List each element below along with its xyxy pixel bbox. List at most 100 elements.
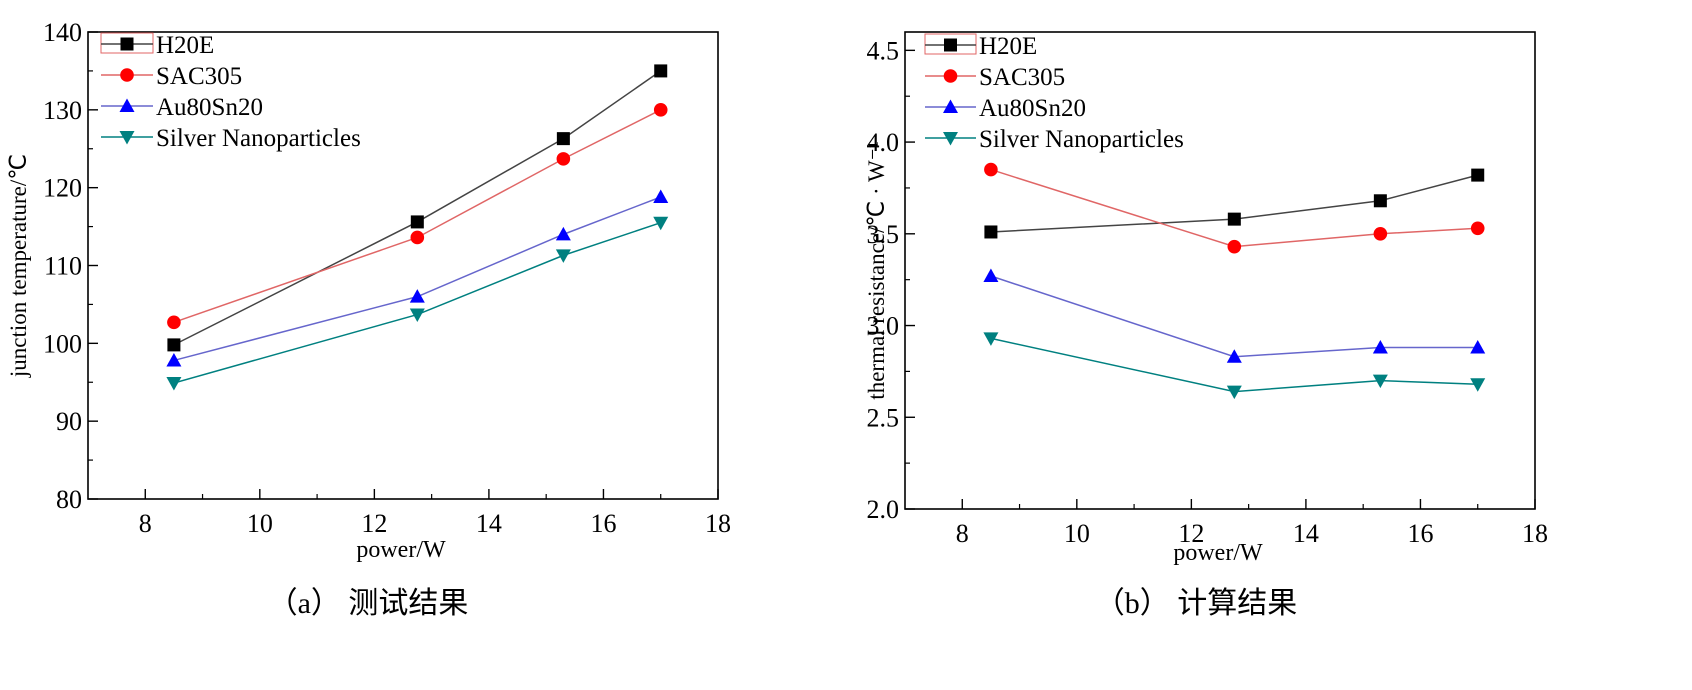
series-sac305 xyxy=(984,162,1485,254)
legend-frame xyxy=(924,33,977,55)
series-line xyxy=(173,221,661,384)
data-point xyxy=(1226,385,1242,400)
data-point xyxy=(653,103,668,117)
legend-marker xyxy=(119,98,135,112)
y-axis-label: junction temperature/℃ xyxy=(6,154,31,378)
x-axis: 8 10 12 14 16 18 xyxy=(139,489,731,538)
x-tick-label: 12 xyxy=(361,509,387,538)
data-point xyxy=(166,352,182,367)
y-tick-label: 90 xyxy=(56,407,82,436)
x-tick-label: 10 xyxy=(1064,519,1090,548)
x-tick-label: 18 xyxy=(1522,519,1548,548)
legend-label: SAC305 xyxy=(979,64,1065,91)
data-point xyxy=(1470,221,1485,236)
series-silver-nanoparticles xyxy=(166,216,669,391)
y-tick-label: 110 xyxy=(44,252,82,281)
data-point xyxy=(1372,340,1388,354)
legend: H20E SAC305 Au80Sn20 Silver Nanoparticles xyxy=(924,33,1184,153)
legend-marker xyxy=(944,38,957,52)
series-sac305 xyxy=(167,103,668,330)
data-point xyxy=(654,64,668,78)
x-tick-label: 12 xyxy=(1178,519,1204,548)
series-line xyxy=(173,196,661,362)
data-point xyxy=(167,315,181,330)
figure-caption: （a） 测试结果 xyxy=(268,587,469,620)
x-tick-label: 14 xyxy=(1293,519,1319,548)
series-line xyxy=(173,70,662,346)
legend-label: H20E xyxy=(156,32,214,59)
y-tick-label: 2.0 xyxy=(867,495,900,524)
data-point xyxy=(555,226,571,241)
x-tick-label: 8 xyxy=(956,519,969,548)
legend-marker xyxy=(943,99,958,113)
series-line xyxy=(990,275,1478,358)
legend: H20E SAC305 Au80Sn20 Silver Nanoparticles xyxy=(100,32,361,152)
y-tick-label: 80 xyxy=(56,485,82,514)
legend-marker xyxy=(943,69,958,83)
legend-marker xyxy=(943,132,958,146)
data-point xyxy=(983,332,999,346)
data-point xyxy=(984,162,998,177)
data-point xyxy=(409,289,425,303)
y-tick-label: 140 xyxy=(43,18,82,47)
data-point xyxy=(1470,378,1486,392)
y-tick-label: 4.0 xyxy=(867,128,900,157)
series-h20e xyxy=(167,64,668,352)
data-point xyxy=(1372,374,1388,389)
x-tick-label: 18 xyxy=(705,509,731,538)
legend-marker xyxy=(120,37,134,51)
x-tick-label: 8 xyxy=(139,509,152,538)
x-tick-label: 10 xyxy=(247,509,273,538)
legend-item: Silver Nanoparticles xyxy=(101,125,361,152)
legend-label: Au80Sn20 xyxy=(979,95,1086,122)
x-tick-label: 16 xyxy=(1407,519,1433,548)
legend-item: Au80Sn20 xyxy=(925,95,1086,122)
data-point xyxy=(166,377,182,391)
data-point xyxy=(653,216,669,231)
legend-item: H20E xyxy=(925,33,1037,60)
x-axis-label: power/W xyxy=(356,537,446,563)
data-point xyxy=(1226,349,1242,363)
legend-label: Au80Sn20 xyxy=(156,94,263,121)
legend-marker xyxy=(119,131,135,145)
legend-label: Silver Nanoparticles xyxy=(979,126,1184,153)
x-tick-label: 14 xyxy=(476,509,502,538)
series-line xyxy=(990,337,1478,393)
data-point xyxy=(556,152,571,166)
data-point xyxy=(1470,340,1486,354)
y-tick-label: 100 xyxy=(43,329,82,358)
y-tick-label: 120 xyxy=(43,174,82,203)
data-point xyxy=(1227,212,1241,226)
plot-frame xyxy=(904,31,1536,510)
data-point xyxy=(1471,168,1485,182)
series-au80sn20 xyxy=(166,189,669,367)
data-point xyxy=(409,308,425,323)
chart-junction-temperature: 8 10 12 14 16 18 80 90 100 110 120 130 140 power/W jun… xyxy=(6,18,731,620)
series-h20e xyxy=(984,168,1485,239)
series-line xyxy=(990,174,1478,233)
chart-thermal-resistance: 8 10 12 14 16 18 2.0 2.5 3.0 3.5 4.0 4.5 power/W ther… xyxy=(864,31,1548,620)
legend-item: Silver Nanoparticles xyxy=(925,126,1184,153)
data-point xyxy=(555,249,571,263)
y-tick-label: 3.5 xyxy=(867,220,900,249)
series-au80sn20 xyxy=(983,268,1486,363)
data-point xyxy=(410,230,425,245)
legend-label: SAC305 xyxy=(156,63,242,90)
y-tick-label: 3.0 xyxy=(867,312,900,341)
legend-frame xyxy=(100,32,154,54)
y-tick-label: 4.5 xyxy=(867,36,900,65)
data-point xyxy=(983,268,999,283)
figure-caption: （b） 计算结果 xyxy=(1095,587,1298,620)
series-line xyxy=(173,109,662,324)
series-silver-nanoparticles xyxy=(983,332,1486,400)
y-tick-label: 2.5 xyxy=(867,403,900,432)
legend-item: SAC305 xyxy=(101,63,242,90)
y-tick-label: 130 xyxy=(43,96,82,125)
data-point xyxy=(1227,239,1242,254)
data-point xyxy=(1373,194,1387,208)
legend-item: SAC305 xyxy=(925,64,1065,91)
data-point xyxy=(556,132,570,146)
data-point xyxy=(984,225,998,239)
y-axis: 2.0 2.5 3.0 3.5 4.0 4.5 xyxy=(867,36,915,524)
